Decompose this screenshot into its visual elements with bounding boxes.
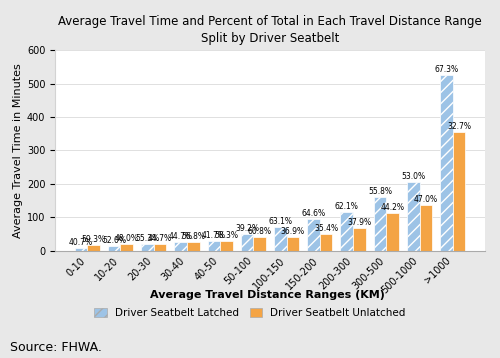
Text: Average Travel Distance Ranges (KM): Average Travel Distance Ranges (KM) <box>150 290 385 300</box>
Text: 53.0%: 53.0% <box>401 172 425 181</box>
Text: Source: FHWA.: Source: FHWA. <box>10 342 102 354</box>
Text: 44.2%: 44.2% <box>380 203 404 212</box>
Text: 32.7%: 32.7% <box>447 122 471 131</box>
Text: 36.9%: 36.9% <box>281 227 305 236</box>
Text: 41.7%: 41.7% <box>202 231 226 240</box>
Text: 47.0%: 47.0% <box>414 195 438 204</box>
Text: 52.0%: 52.0% <box>102 236 126 245</box>
Text: 55.8%: 55.8% <box>368 187 392 196</box>
Bar <box>340 212 353 251</box>
Bar <box>208 241 220 251</box>
Bar <box>440 75 453 251</box>
Bar <box>120 244 133 251</box>
Text: 64.6%: 64.6% <box>302 209 326 218</box>
Text: 58.3%: 58.3% <box>214 231 238 240</box>
Text: 44.7%: 44.7% <box>148 234 172 243</box>
Text: 56.8%: 56.8% <box>181 232 205 241</box>
Bar <box>240 234 254 251</box>
Bar <box>108 246 120 251</box>
Text: 44.7%: 44.7% <box>168 232 192 241</box>
Bar <box>141 244 154 251</box>
Bar <box>307 219 320 251</box>
Bar <box>453 132 466 251</box>
Bar <box>74 248 87 251</box>
Bar <box>154 244 166 251</box>
Text: 67.3%: 67.3% <box>434 65 458 74</box>
Bar <box>420 205 432 251</box>
Bar <box>254 237 266 251</box>
Text: 39.2%: 39.2% <box>235 224 259 233</box>
Bar <box>87 245 100 251</box>
Bar <box>374 197 386 251</box>
Text: 48.0%: 48.0% <box>114 234 138 243</box>
Text: 63.1%: 63.1% <box>268 217 292 226</box>
Bar <box>386 213 399 251</box>
Text: 35.4%: 35.4% <box>314 224 338 233</box>
Y-axis label: Average Travel Time in Minutes: Average Travel Time in Minutes <box>12 63 22 238</box>
Bar <box>407 182 420 251</box>
Title: Average Travel Time and Percent of Total in Each Travel Distance Range
Split by : Average Travel Time and Percent of Total… <box>58 15 482 45</box>
Text: 59.3%: 59.3% <box>82 234 106 243</box>
Bar <box>353 228 366 251</box>
Bar <box>274 227 286 251</box>
Bar <box>220 241 233 251</box>
Bar <box>187 242 200 251</box>
Text: 40.7%: 40.7% <box>69 238 93 247</box>
Legend: Driver Seatbelt Latched, Driver Seatbelt Unlatched: Driver Seatbelt Latched, Driver Seatbelt… <box>90 304 410 322</box>
Text: 55.3%: 55.3% <box>136 234 160 243</box>
Bar <box>286 237 300 251</box>
Bar <box>320 234 332 251</box>
Text: 37.9%: 37.9% <box>348 218 372 227</box>
Text: 62.1%: 62.1% <box>335 202 358 211</box>
Bar <box>174 242 187 251</box>
Text: 60.8%: 60.8% <box>248 227 272 236</box>
